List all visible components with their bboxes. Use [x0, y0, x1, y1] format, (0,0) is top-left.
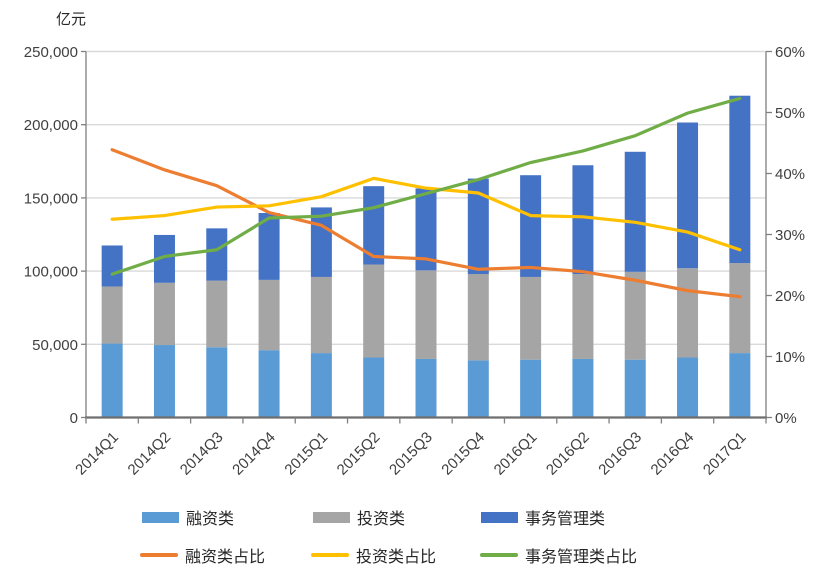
bar-segment-management — [624, 151, 646, 272]
right-axis-tick-label: 20% — [775, 288, 805, 305]
right-axis-tick-label: 0% — [775, 410, 797, 427]
x-axis-category-label: 2017Q1 — [700, 429, 750, 479]
bar-segment-investment — [729, 263, 751, 354]
right-axis-tick-label: 30% — [775, 227, 805, 244]
bar-segment-financing — [467, 360, 489, 418]
left-axis-tick-label: 250,000 — [24, 44, 78, 61]
ratio-line-financing — [110, 148, 742, 299]
left-axis-tick-label: 150,000 — [24, 190, 78, 207]
bar-segment-financing — [729, 353, 751, 418]
legend-label-investment-pct: 投资类占比 — [356, 549, 437, 566]
bar-segment-investment — [310, 276, 332, 354]
ratio-line-management — [110, 96, 742, 276]
x-axis-category-label: 2014Q1 — [72, 429, 122, 479]
bar-segment-investment — [624, 271, 646, 360]
x-axis-category-label: 2016Q3 — [595, 429, 645, 479]
bar-segment-investment — [363, 264, 385, 358]
bar-segment-management — [677, 122, 699, 269]
right-axis-tick-label: 50% — [775, 105, 805, 122]
x-axis-category-label: 2016Q4 — [648, 429, 698, 479]
legend-item-management-pct: 事务管理类占比 — [480, 542, 637, 568]
bar-segment-management — [153, 234, 175, 283]
investment-swatch — [313, 511, 350, 523]
legend-row-lines: 融资类占比 投资类占比 事务管理类占比 — [0, 542, 819, 568]
x-axis-category-label: 2014Q3 — [177, 429, 227, 479]
legend-item-financing: 融资类 — [142, 504, 234, 530]
legend-label-management: 事务管理类 — [525, 511, 606, 528]
bar-segment-financing — [624, 359, 646, 418]
x-axis-category-label: 2015Q3 — [386, 429, 436, 479]
ratio-line-investment — [110, 176, 742, 252]
bar-segment-financing — [677, 357, 699, 418]
x-axis-category-label: 2015Q2 — [334, 429, 384, 479]
bar-segment-financing — [363, 357, 385, 418]
bar-segment-financing — [206, 347, 228, 418]
bar-segment-management — [729, 95, 751, 264]
right-axis-tick-label: 40% — [775, 166, 805, 183]
bar-segment-financing — [101, 343, 123, 418]
legend-label-management-pct: 事务管理类占比 — [525, 549, 638, 566]
bar-segment-management — [520, 175, 542, 277]
bar-segment-investment — [258, 279, 280, 351]
right-axis-tick-label: 60% — [775, 44, 805, 61]
bar-segment-management — [206, 228, 228, 281]
bar-segment-financing — [310, 353, 332, 418]
financing-pct-line-swatch — [140, 553, 178, 557]
bar-segment-management — [415, 188, 437, 271]
x-axis-category-label: 2016Q1 — [491, 429, 541, 479]
bar-segment-investment — [520, 276, 542, 360]
left-axis-tick-label: 200,000 — [24, 117, 78, 134]
investment-pct-line-swatch — [311, 553, 349, 557]
bar-segment-management — [101, 245, 123, 287]
bar-segment-investment — [415, 270, 437, 359]
legend-item-management: 事务管理类 — [481, 504, 605, 530]
bar-segment-investment — [677, 268, 699, 358]
bar-segment-financing — [153, 345, 175, 418]
bar-segment-financing — [258, 350, 280, 418]
bar-segment-financing — [520, 359, 542, 418]
legend-label-financing: 融资类 — [186, 511, 235, 528]
bar-segment-investment — [467, 274, 489, 361]
bar-segment-management — [467, 178, 489, 275]
bar-segment-financing — [572, 358, 594, 418]
legend-item-investment: 投资类 — [313, 504, 405, 530]
right-axis-tick-label: 10% — [775, 349, 805, 366]
legend-label-investment: 投资类 — [357, 511, 406, 528]
left-axis-tick-label: 0 — [70, 410, 78, 427]
legend-item-financing-pct: 融资类占比 — [140, 542, 265, 568]
bar-segment-investment — [572, 274, 594, 359]
combo-chart-plot: 0 50,000 100,000 150,000 200,000 250,000 0% 10%… — [24, 44, 805, 479]
legend-row-bars: 融资类 投资类 事务管理类 — [0, 504, 819, 530]
x-axis-category-label: 2014Q4 — [229, 429, 279, 479]
x-axis-category-label: 2016Q2 — [543, 429, 593, 479]
x-axis-category-label: 2015Q4 — [438, 429, 488, 479]
x-axis-category-label: 2015Q1 — [281, 429, 331, 479]
bar-segment-investment — [101, 286, 123, 344]
legend-item-investment-pct: 投资类占比 — [311, 542, 436, 568]
bar-segment-investment — [206, 280, 228, 348]
legend-label-financing-pct: 融资类占比 — [185, 549, 266, 566]
management-pct-line-swatch — [480, 553, 518, 557]
management-swatch — [481, 511, 518, 523]
bar-segment-management — [258, 212, 280, 280]
x-axis-category-label: 2014Q2 — [125, 429, 175, 479]
bar-segment-financing — [415, 358, 437, 418]
left-axis-tick-label: 100,000 — [24, 264, 78, 281]
left-axis-tick-label: 50,000 — [32, 337, 78, 354]
y-axis-unit-label: 亿元 — [56, 11, 87, 28]
bar-segment-management — [572, 165, 594, 275]
financing-swatch — [142, 511, 179, 523]
bar-segment-investment — [153, 282, 175, 346]
